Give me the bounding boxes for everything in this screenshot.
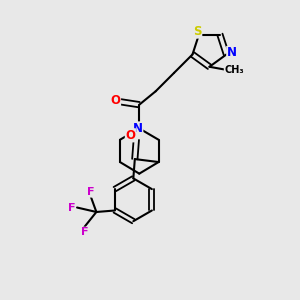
Text: F: F [87, 187, 94, 197]
Text: S: S [193, 25, 202, 38]
Text: N: N [227, 46, 237, 59]
Text: O: O [125, 129, 135, 142]
Text: N: N [133, 122, 143, 135]
Text: CH₃: CH₃ [224, 65, 244, 75]
Text: F: F [68, 202, 76, 212]
Text: O: O [110, 94, 121, 107]
Text: F: F [81, 227, 88, 237]
